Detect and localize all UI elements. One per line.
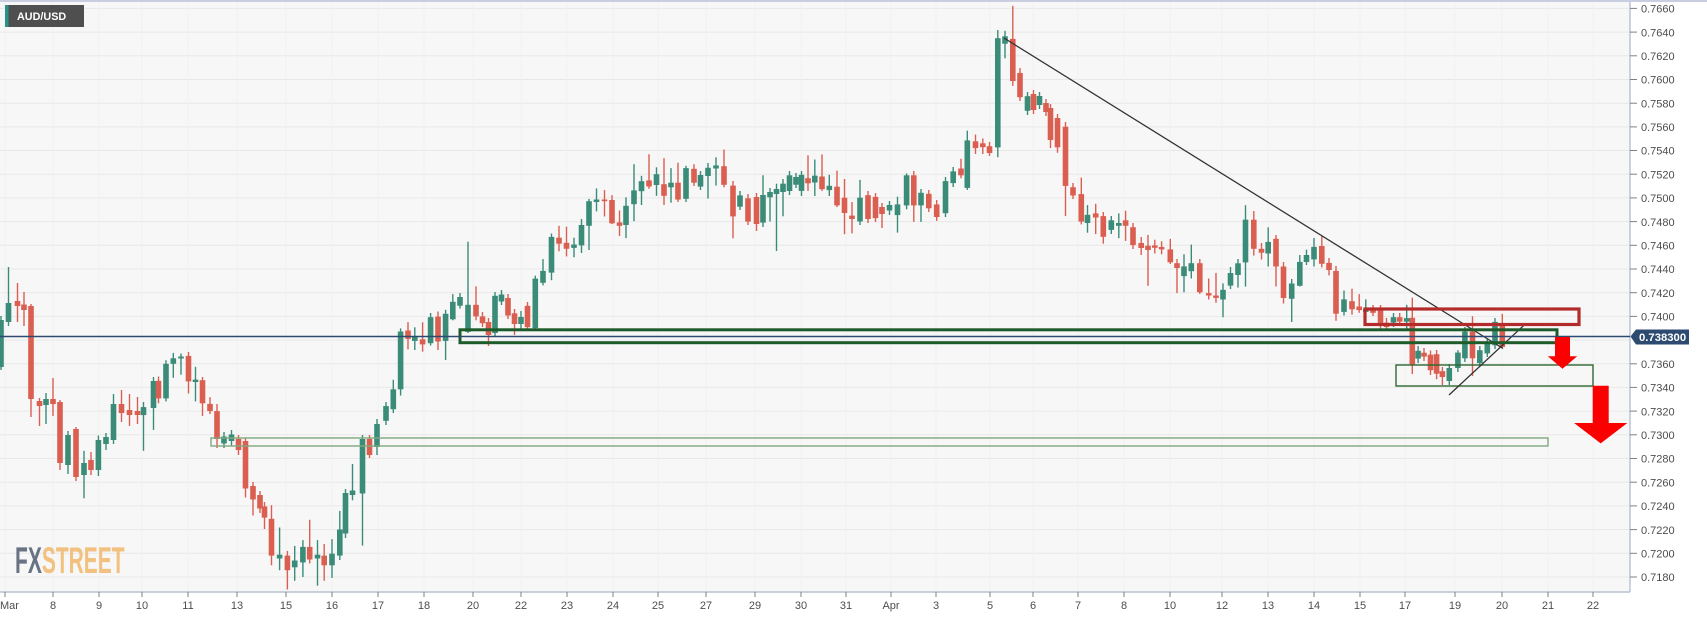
svg-text:0.7660: 0.7660 — [1641, 4, 1675, 16]
svg-text:0.7260: 0.7260 — [1641, 477, 1675, 489]
svg-text:20: 20 — [467, 600, 479, 612]
svg-text:Apr: Apr — [882, 600, 899, 612]
svg-text:31: 31 — [840, 600, 852, 612]
svg-text:0.7480: 0.7480 — [1641, 217, 1675, 229]
svg-text:10: 10 — [136, 600, 148, 612]
svg-text:10: 10 — [1164, 600, 1176, 612]
svg-text:15: 15 — [280, 600, 292, 612]
svg-text:25: 25 — [652, 600, 664, 612]
svg-text:8: 8 — [1121, 600, 1127, 612]
svg-text:0.7420: 0.7420 — [1641, 288, 1675, 300]
svg-text:0.7240: 0.7240 — [1641, 501, 1675, 513]
svg-text:5: 5 — [987, 600, 993, 612]
svg-text:0.7220: 0.7220 — [1641, 525, 1675, 537]
svg-text:0.7180: 0.7180 — [1641, 572, 1675, 584]
svg-text:14: 14 — [1308, 600, 1320, 612]
svg-text:12: 12 — [1216, 600, 1228, 612]
svg-text:23: 23 — [561, 600, 573, 612]
svg-text:FXSTREET: FXSTREET — [15, 540, 125, 582]
svg-text:24: 24 — [607, 600, 619, 612]
svg-text:3: 3 — [933, 600, 939, 612]
svg-text:0.7640: 0.7640 — [1641, 27, 1675, 39]
svg-text:0.7400: 0.7400 — [1641, 312, 1675, 324]
svg-text:22: 22 — [1587, 600, 1599, 612]
svg-text:6: 6 — [1030, 600, 1036, 612]
svg-text:8: 8 — [50, 600, 56, 612]
svg-text:22: 22 — [515, 600, 527, 612]
svg-text:0.7620: 0.7620 — [1641, 51, 1675, 63]
svg-text:0.7280: 0.7280 — [1641, 454, 1675, 466]
svg-text:0.7440: 0.7440 — [1641, 264, 1675, 276]
svg-text:18: 18 — [418, 600, 430, 612]
svg-text:0.7560: 0.7560 — [1641, 122, 1675, 134]
svg-text:7: 7 — [1075, 600, 1081, 612]
svg-text:11: 11 — [182, 600, 193, 612]
svg-text:0.7580: 0.7580 — [1641, 98, 1675, 110]
svg-text:17: 17 — [372, 600, 384, 612]
svg-text:27: 27 — [700, 600, 712, 612]
svg-text:9: 9 — [96, 600, 102, 612]
svg-text:0.7300: 0.7300 — [1641, 430, 1675, 442]
svg-text:20: 20 — [1496, 600, 1508, 612]
svg-text:0.7600: 0.7600 — [1641, 75, 1675, 87]
svg-text:0.7200: 0.7200 — [1641, 549, 1675, 561]
svg-text:0.7360: 0.7360 — [1641, 359, 1675, 371]
svg-text:15: 15 — [1354, 600, 1366, 612]
svg-text:Mar: Mar — [0, 600, 19, 612]
svg-text:0.738300: 0.738300 — [1639, 332, 1686, 344]
svg-text:13: 13 — [231, 600, 243, 612]
svg-text:19: 19 — [1449, 600, 1461, 612]
svg-text:17: 17 — [1399, 600, 1411, 612]
svg-text:0.7540: 0.7540 — [1641, 146, 1675, 158]
svg-text:13: 13 — [1262, 600, 1274, 612]
svg-text:AUD/USD: AUD/USD — [17, 11, 66, 23]
svg-text:0.7500: 0.7500 — [1641, 193, 1675, 205]
svg-text:21: 21 — [1542, 600, 1554, 612]
svg-text:0.7520: 0.7520 — [1641, 169, 1675, 181]
svg-text:29: 29 — [749, 600, 761, 612]
svg-text:0.7460: 0.7460 — [1641, 241, 1675, 253]
svg-text:30: 30 — [795, 600, 807, 612]
svg-text:16: 16 — [326, 600, 338, 612]
svg-text:0.7340: 0.7340 — [1641, 383, 1675, 395]
svg-text:0.7320: 0.7320 — [1641, 406, 1675, 418]
